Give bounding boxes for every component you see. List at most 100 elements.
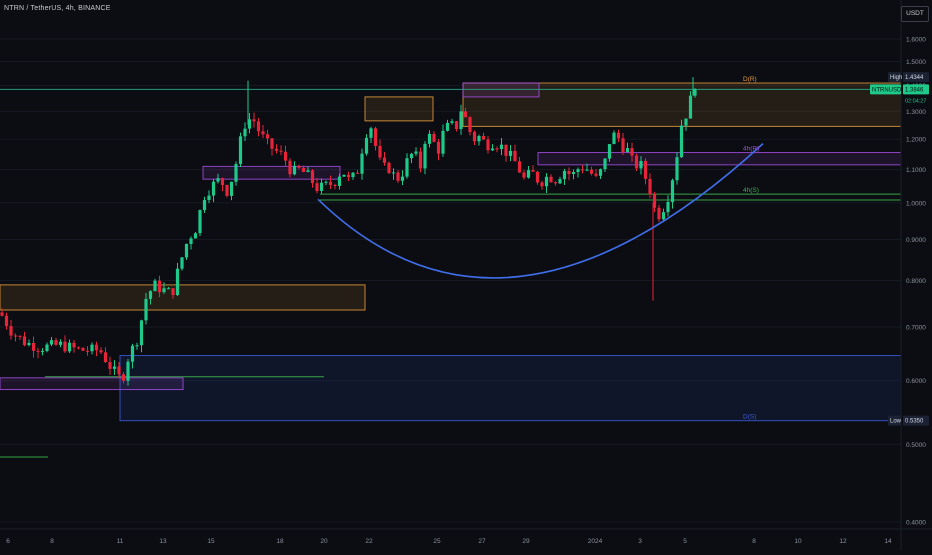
- candle: [36, 350, 40, 352]
- candle: [94, 344, 99, 351]
- candle: [585, 169, 589, 171]
- candle: [175, 268, 180, 296]
- candle: [594, 173, 598, 176]
- cup-arc: [317, 143, 764, 279]
- candle: [468, 117, 472, 133]
- candle: [643, 160, 648, 179]
- last-symbol-tag-bg: [870, 84, 901, 95]
- candle: [450, 121, 454, 123]
- candle: [198, 210, 202, 234]
- candle: [499, 144, 504, 150]
- candle: [540, 182, 544, 187]
- y-tick-label: 0.8000: [906, 278, 926, 285]
- candle: [166, 288, 171, 290]
- candle: [373, 128, 378, 146]
- low-tag: Low: [890, 419, 902, 425]
- candle: [324, 181, 328, 183]
- candle: [360, 153, 364, 174]
- candle: [288, 160, 292, 175]
- candle: [409, 153, 414, 159]
- candle: [76, 347, 81, 349]
- candle: [9, 326, 13, 336]
- candle: [162, 288, 166, 293]
- y-tick-label: 0.5000: [906, 442, 926, 449]
- x-tick-label: 2024: [588, 538, 603, 545]
- candle: [648, 178, 652, 195]
- candle: [459, 111, 463, 130]
- candle: [634, 155, 639, 169]
- candle: [292, 165, 297, 175]
- candle: [454, 121, 459, 130]
- last-symbol-tag: NTRNUSDT: [872, 87, 905, 93]
- candle: [445, 122, 450, 131]
- candle: [135, 345, 139, 347]
- candle: [184, 243, 189, 258]
- zone-label: D(S): [743, 414, 756, 421]
- candle: [216, 178, 220, 182]
- x-tick-label: 10: [794, 538, 802, 545]
- candle: [45, 344, 49, 352]
- candle: [283, 151, 288, 161]
- candle: [490, 148, 495, 151]
- candle: [180, 257, 184, 269]
- candle: [81, 347, 85, 351]
- zone-purple-3: [462, 82, 540, 98]
- x-tick-label: 5: [683, 538, 687, 545]
- candle: [54, 340, 58, 345]
- candle: [612, 132, 616, 145]
- high-tag-bg: [888, 72, 901, 83]
- candle: [342, 174, 346, 177]
- candle: [139, 320, 144, 346]
- zone-purple-5: [537, 152, 902, 166]
- candle: [441, 130, 445, 154]
- zone-orange-1: [462, 82, 902, 127]
- candle: [535, 171, 540, 183]
- candle: [481, 135, 486, 140]
- candle: [522, 172, 526, 178]
- candle: [666, 201, 670, 213]
- candle: [364, 137, 369, 154]
- x-tick-label: 20: [320, 538, 328, 545]
- zone-blue-6: [119, 355, 902, 422]
- y-tick-label: 1.2000: [906, 137, 926, 144]
- candle: [558, 179, 562, 184]
- candle: [13, 335, 18, 337]
- candle: [553, 182, 558, 184]
- candle: [477, 135, 481, 142]
- candle: [90, 344, 94, 352]
- candle: [274, 148, 279, 151]
- x-tick-label: 22: [365, 538, 373, 545]
- zone-purple-4: [202, 165, 341, 180]
- candle: [607, 144, 612, 159]
- candle: [4, 315, 9, 327]
- candle: [252, 119, 256, 122]
- candle: [261, 131, 265, 135]
- y-tick-label: 0.6000: [906, 378, 926, 385]
- zone-label: 4h(R): [743, 146, 759, 153]
- y-tick-label: 1.5000: [906, 59, 926, 66]
- y-tick-label: 0.9000: [906, 237, 926, 244]
- candle: [247, 119, 252, 129]
- candle: [580, 169, 585, 171]
- candle: [256, 121, 261, 132]
- candle: [171, 288, 175, 296]
- candle: [117, 366, 121, 375]
- candle: [103, 352, 108, 363]
- candle: [513, 150, 517, 162]
- candle: [99, 350, 103, 353]
- candle: [657, 207, 661, 220]
- candle: [436, 141, 441, 154]
- candle: [369, 128, 373, 138]
- candle: [18, 335, 22, 337]
- candle: [391, 172, 396, 174]
- candle: [72, 342, 76, 348]
- candle: [432, 133, 436, 142]
- currency-button[interactable]: USDT: [901, 6, 929, 22]
- candle: [306, 170, 310, 172]
- candle: [40, 351, 45, 353]
- candle: [589, 169, 594, 174]
- candle: [567, 171, 571, 175]
- candle: [549, 176, 553, 183]
